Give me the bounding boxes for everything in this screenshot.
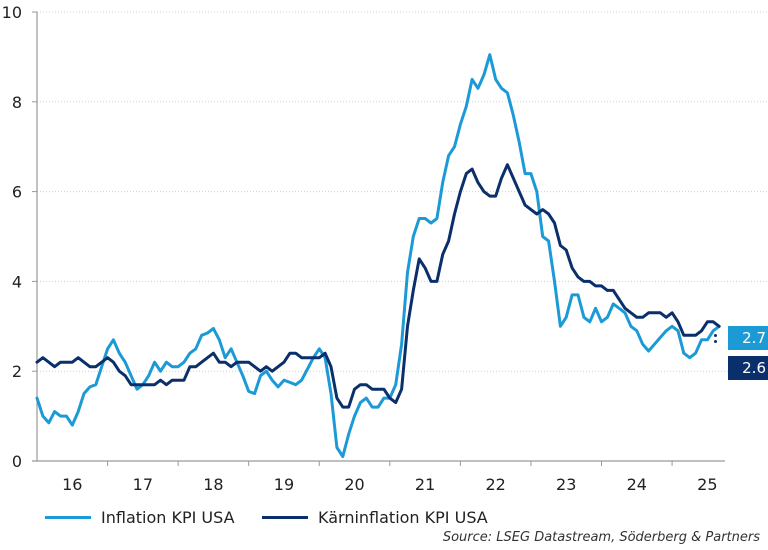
legend-swatch-inflation <box>45 515 91 519</box>
x-tick-label: 24 <box>627 475 647 494</box>
y-tick-label: 6 <box>12 183 22 202</box>
ellipsis-icon <box>714 334 718 346</box>
value-label-inflation: 2.7 <box>728 326 768 350</box>
y-tick-label: 8 <box>12 93 22 112</box>
series-line-core-inflation <box>35 163 721 409</box>
x-tick-label: 16 <box>62 475 82 494</box>
x-tick-label: 17 <box>133 475 153 494</box>
y-tick-label: 2 <box>12 362 22 381</box>
x-tick-labels: 16 17 18 19 20 21 22 23 24 25 <box>62 475 717 494</box>
x-tick-label: 18 <box>203 475 223 494</box>
y-tick-label: 10 <box>2 3 22 22</box>
legend: Inflation KPI USA Kärninflation KPI USA <box>0 505 768 529</box>
y-tick-label: 4 <box>12 272 22 291</box>
x-tick-label: 25 <box>697 475 717 494</box>
x-tick-label: 21 <box>415 475 435 494</box>
legend-label-inflation: Inflation KPI USA <box>101 507 235 527</box>
series-line-inflation <box>35 53 721 458</box>
x-tick-label: 20 <box>344 475 364 494</box>
axes <box>32 11 725 466</box>
legend-label-core-inflation: Kärninflation KPI USA <box>318 507 488 527</box>
series-lines <box>35 53 721 458</box>
source-note: Source: LSEG Datastream, Söderberg & Par… <box>442 530 760 545</box>
legend-swatch-core-inflation <box>262 515 308 519</box>
legend-item-inflation: Inflation KPI USA <box>45 505 235 529</box>
x-tick-label: 19 <box>274 475 294 494</box>
legend-item-core-inflation: Kärninflation KPI USA <box>262 505 488 529</box>
y-tick-labels: 0 2 4 6 8 10 <box>2 3 22 471</box>
y-tick-label: 0 <box>12 452 22 471</box>
gridlines <box>37 11 768 372</box>
value-label-core-inflation: 2.6 <box>728 356 768 380</box>
x-tick-label: 23 <box>556 475 576 494</box>
x-tick-label: 22 <box>485 475 505 494</box>
